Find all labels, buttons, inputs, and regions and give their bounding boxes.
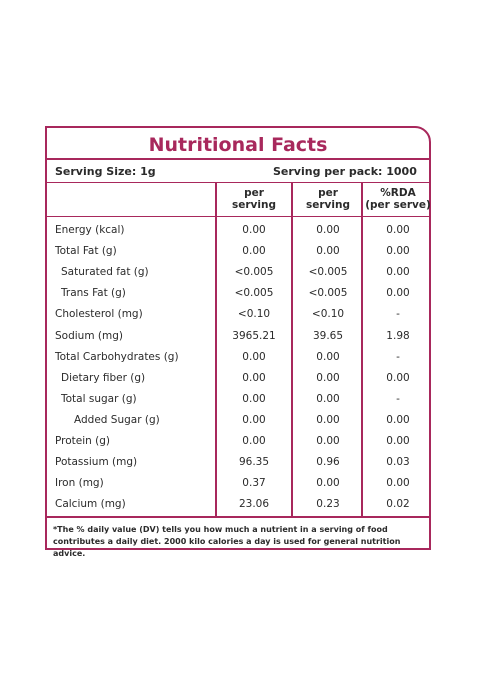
- table-row: Protein (g) 0.00 0.00 0.00: [47, 432, 429, 453]
- column-header-line: per: [318, 187, 338, 199]
- rda-value: 0.03: [386, 456, 410, 469]
- per-serving-value: 0.96: [316, 456, 340, 469]
- rda-value: 0.00: [386, 287, 410, 300]
- nutrient-name: Saturated fat (g): [61, 266, 149, 279]
- divider: [47, 216, 429, 217]
- rda-value: 0.00: [386, 371, 410, 384]
- column-header-rda: %RDA (per serve): [363, 187, 433, 211]
- column-header-line: serving: [232, 199, 276, 211]
- table-row: Total Carbohydrates (g) 0.00 0.00 -: [47, 348, 429, 369]
- column-divider: [291, 182, 293, 516]
- rda-value: 0.00: [386, 266, 410, 279]
- per-serving-value: 23.06: [238, 498, 270, 511]
- table-row: Added Sugar (g) 0.00 0.00 0.00: [47, 411, 429, 432]
- rda-value: 0.00: [386, 413, 410, 426]
- nutrient-name: Total sugar (g): [61, 392, 137, 405]
- per-serving-value: 0.00: [316, 224, 340, 236]
- per-serving-value: <0.005: [308, 287, 348, 300]
- rda-value: -: [396, 350, 400, 363]
- panel-title: Nutritional Facts: [148, 134, 328, 156]
- per-serving-value: 0.00: [316, 392, 340, 405]
- per-serving-value: 0.00: [242, 350, 266, 363]
- per-serving-value: 0.37: [242, 477, 266, 490]
- table-row: Calcium (mg) 23.06 0.23 0.02: [47, 495, 429, 516]
- per-serving-value: 0.00: [242, 224, 266, 236]
- nutrient-name: Total Fat (g): [55, 245, 117, 258]
- per-serving-value: <0.005: [234, 266, 274, 279]
- per-serving-value: 0.00: [316, 435, 340, 447]
- nutrient-name: Dietary fiber (g): [61, 371, 146, 384]
- per-serving-value: 0.00: [242, 371, 266, 384]
- table-row: Cholesterol (mg) <0.10 <0.10 -: [47, 305, 429, 326]
- divider: [47, 182, 429, 183]
- per-serving-value: 3965.21: [232, 329, 276, 342]
- nutrient-name: Protein (g): [55, 435, 111, 447]
- table-row: Saturated fat (g) <0.005 <0.005 0.00: [47, 263, 429, 284]
- per-serving-value: 39.65: [312, 329, 344, 342]
- nutrient-name: Energy (kcal): [55, 224, 125, 236]
- nutrient-name: Total Carbohydrates (g): [55, 350, 179, 363]
- column-header-per-serving-1: per serving: [219, 187, 289, 211]
- column-header-line: (per serve): [365, 199, 431, 211]
- divider: [47, 516, 429, 518]
- nutrient-name: Calcium (mg): [55, 498, 126, 511]
- serving-size: Serving Size: 1g: [55, 165, 156, 178]
- rda-value: 0.00: [386, 224, 410, 236]
- column-header-per-serving-2: per serving: [293, 187, 363, 211]
- nutrient-name: Potassium (mg): [55, 456, 138, 469]
- table-row: Potassium (mg) 96.35 0.96 0.03: [47, 453, 429, 474]
- table-row: Trans Fat (g) <0.005 <0.005 0.00: [47, 284, 429, 305]
- nutrient-name: Iron (mg): [55, 477, 104, 490]
- nutrition-facts-panel: Nutritional Facts Serving Size: 1g Servi…: [45, 126, 433, 558]
- column-divider: [215, 182, 217, 516]
- per-serving-value: 0.00: [242, 413, 266, 426]
- per-serving-value: <0.10: [237, 308, 271, 321]
- rda-value: 0.00: [386, 477, 410, 490]
- nutrient-name: Cholesterol (mg): [55, 308, 143, 321]
- table-row: Dietary fiber (g) 0.00 0.00 0.00: [47, 369, 429, 390]
- column-header-line: %RDA: [380, 187, 416, 199]
- nutrient-name: Trans Fat (g): [61, 287, 126, 300]
- table-row: Energy (kcal) 0.00 0.00 0.00: [47, 221, 429, 242]
- rda-value: 0.00: [386, 245, 410, 258]
- per-serving-value: 0.00: [316, 413, 340, 426]
- per-serving-value: 0.00: [316, 245, 340, 258]
- rda-value: 1.98: [386, 329, 410, 342]
- table-row: Total sugar (g) 0.00 0.00 -: [47, 390, 429, 411]
- column-header-line: serving: [306, 199, 350, 211]
- table-row: Total Fat (g) 0.00 0.00 0.00: [47, 242, 429, 263]
- nutrient-name: Added Sugar (g): [74, 413, 160, 426]
- column-divider: [361, 182, 363, 516]
- per-serving-value: <0.005: [308, 266, 348, 279]
- per-serving-value: <0.005: [234, 287, 274, 300]
- per-serving-value: 0.00: [242, 245, 266, 258]
- per-serving-value: 0.00: [316, 477, 340, 490]
- rda-value: 0.00: [386, 435, 410, 447]
- rda-value: -: [396, 308, 400, 321]
- per-serving-value: 96.35: [238, 456, 270, 469]
- per-serving-value: 0.23: [316, 498, 340, 511]
- per-serving-value: 0.00: [316, 371, 340, 384]
- table-row: Sodium (mg) 3965.21 39.65 1.98: [47, 327, 429, 348]
- rda-value: 0.02: [386, 498, 410, 511]
- per-serving-value: <0.10: [311, 308, 345, 321]
- per-serving-value: 0.00: [242, 435, 266, 447]
- rda-value: -: [396, 392, 400, 405]
- divider: [47, 158, 429, 160]
- footnote: *The % daily value (DV) tells you how mu…: [53, 525, 401, 558]
- serving-per-pack: Serving per pack: 1000: [273, 165, 417, 178]
- table-row: Iron (mg) 0.37 0.00 0.00: [47, 474, 429, 495]
- column-header-line: per: [244, 187, 264, 199]
- nutrient-name: Sodium (mg): [55, 329, 123, 342]
- per-serving-value: 0.00: [242, 392, 266, 405]
- per-serving-value: 0.00: [316, 350, 340, 363]
